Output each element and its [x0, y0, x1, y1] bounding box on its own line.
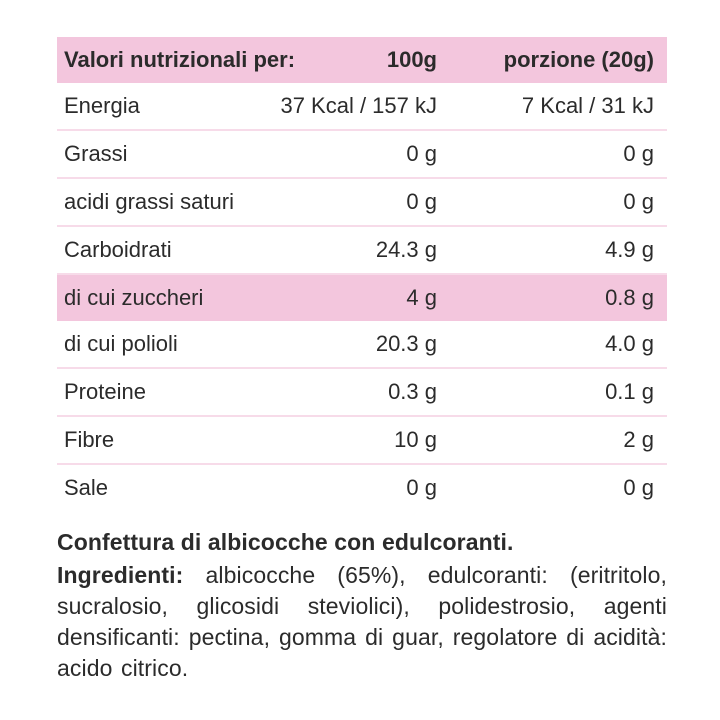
row-value-100g: 0 g — [406, 141, 437, 166]
product-description-section: Confettura di albicocche con edulcoranti… — [57, 527, 667, 684]
row-label: acidi grassi saturi — [64, 189, 234, 214]
row-value-portion: 4.9 g — [605, 237, 654, 262]
table-row-energia: Energia 37 Kcal / 157 kJ 7 Kcal / 31 kJ — [57, 83, 667, 131]
nutrition-table: Valori nutrizionali per: 100g porzione (… — [57, 37, 667, 511]
row-value-100g: 24.3 g — [375, 237, 437, 262]
table-row-grassi: Grassi 0 g 0 g — [57, 131, 667, 179]
row-label: Grassi — [64, 141, 128, 166]
row-label: di cui polioli — [64, 331, 178, 356]
row-label: Energia — [64, 93, 140, 118]
table-row-fibre: Fibre 10 g 2 g — [57, 417, 667, 465]
table-row-di-cui-polioli: di cui polioli 20.3 g 4.0 g — [57, 321, 667, 369]
table-row-di-cui-zuccheri: di cui zuccheri 4 g 0.8 g — [57, 275, 667, 321]
ingredients-label: Ingredienti: — [57, 562, 184, 588]
row-value-portion: 0 g — [623, 475, 654, 500]
row-value-100g: 0 g — [406, 475, 437, 500]
row-value-portion: 0.8 g — [605, 285, 654, 310]
row-value-100g: 0.3 g — [388, 379, 437, 404]
header-values-per: Valori nutrizionali per: — [64, 47, 296, 72]
nutrition-label: Valori nutrizionali per: 100g porzione (… — [57, 37, 667, 684]
row-value-portion: 0 g — [623, 189, 654, 214]
row-label: di cui zuccheri — [64, 285, 204, 310]
ingredients-text: albicocche (65%), edulcoranti: (eritrito… — [57, 562, 667, 681]
table-row-proteine: Proteine 0.3 g 0.1 g — [57, 369, 667, 417]
row-label: Sale — [64, 475, 109, 500]
product-name: Confettura di albicocche con edulcoranti… — [57, 529, 514, 555]
table-header-row: Valori nutrizionali per: 100g porzione (… — [57, 37, 667, 83]
row-label: Proteine — [64, 379, 146, 404]
row-label: Fibre — [64, 427, 115, 452]
row-value-portion: 7 Kcal / 31 kJ — [521, 93, 654, 118]
row-value-100g: 37 Kcal / 157 kJ — [280, 93, 437, 118]
row-value-portion: 2 g — [623, 427, 654, 452]
row-value-portion: 4.0 g — [605, 331, 654, 356]
header-100g: 100g — [386, 47, 437, 72]
row-value-portion: 0 g — [623, 141, 654, 166]
row-value-portion: 0.1 g — [605, 379, 654, 404]
row-label: Carboidrati — [64, 237, 172, 262]
table-row-sale: Sale 0 g 0 g — [57, 465, 667, 511]
row-value-100g: 20.3 g — [375, 331, 437, 356]
row-value-100g: 4 g — [406, 285, 437, 310]
row-value-100g: 0 g — [406, 189, 437, 214]
ingredients-paragraph: Ingredienti: albicocche (65%), edulcoran… — [57, 560, 667, 684]
header-portion: porzione (20g) — [503, 47, 654, 72]
table-row-acidi-grassi-saturi: acidi grassi saturi 0 g 0 g — [57, 179, 667, 227]
table-row-carboidrati: Carboidrati 24.3 g 4.9 g — [57, 227, 667, 275]
row-value-100g: 10 g — [394, 427, 437, 452]
